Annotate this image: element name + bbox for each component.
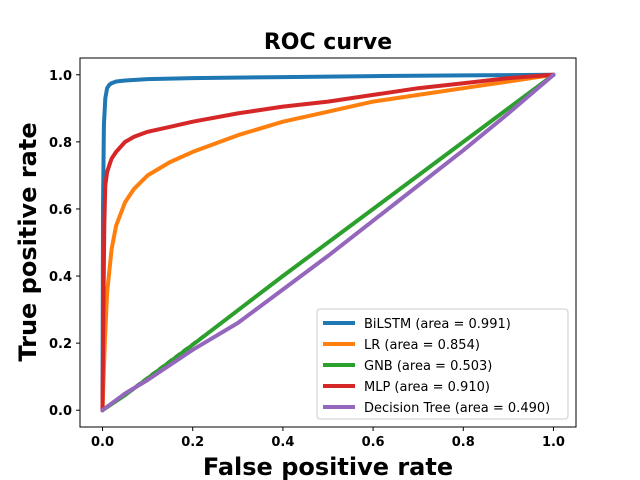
legend-label-2: GNB (area = 0.503) — [364, 359, 492, 374]
series-line-1 — [100, 72, 556, 413]
y-tick-label: 0.8 — [49, 136, 72, 151]
x-axis-title: False positive rate — [203, 453, 453, 480]
y-tick-label: 1.0 — [49, 69, 72, 84]
x-tick-label: 1.0 — [542, 435, 565, 450]
y-tick-label: 0.4 — [49, 270, 72, 285]
y-axis-title: True positive rate — [14, 122, 42, 361]
y-axis: 0.0 0.2 0.4 0.6 0.8 1.0 — [49, 69, 80, 419]
plot-frame — [79, 57, 577, 428]
legend-label-1: LR (area = 0.854) — [364, 338, 480, 353]
chart-title: ROC curve — [264, 30, 392, 55]
legend-label-0: BiLSTM (area = 0.991) — [364, 317, 511, 332]
x-axis: 0.0 0.2 0.4 0.6 0.8 1.0 — [91, 427, 565, 450]
series-line-4 — [100, 72, 556, 413]
x-tick-label: 0.0 — [91, 435, 114, 450]
y-tick-label: 0.0 — [49, 404, 72, 419]
y-tick-label: 0.2 — [49, 337, 72, 352]
series-line-3 — [100, 72, 556, 413]
legend-frame — [316, 308, 569, 420]
legend-label-4: Decision Tree (area = 0.490) — [364, 401, 550, 416]
y-tick-label: 0.6 — [49, 203, 72, 218]
x-tick-label: 0.4 — [271, 435, 294, 450]
legend-label-3: MLP (area = 0.910) — [364, 380, 490, 395]
series-layer — [100, 72, 556, 413]
x-tick-label: 0.2 — [181, 435, 204, 450]
x-tick-label: 0.6 — [362, 435, 385, 450]
x-tick-label: 0.8 — [452, 435, 475, 450]
legend: BiLSTM (area = 0.991) LR (area = 0.854) GN… — [316, 308, 569, 420]
series-line-0 — [100, 72, 556, 413]
